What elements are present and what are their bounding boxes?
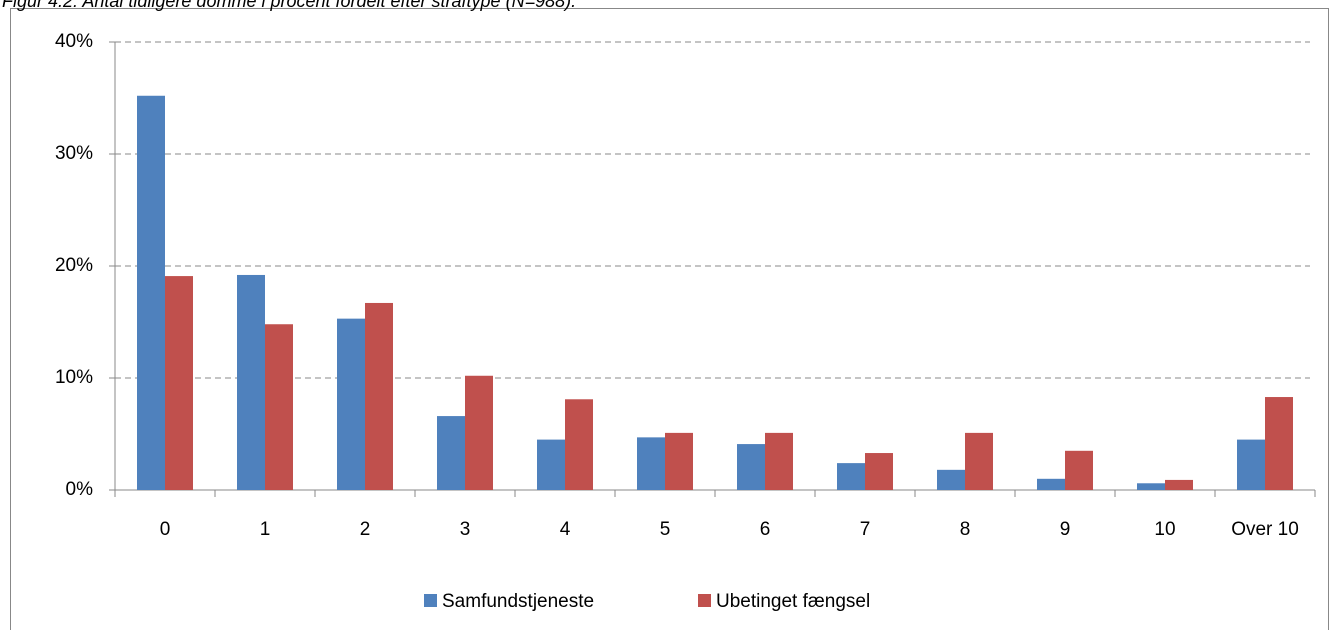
bar [165,276,193,490]
bar [465,375,493,490]
bar [665,432,693,490]
y-tick-label: 10% [55,367,93,388]
x-tick-label: 3 [460,519,471,540]
bar [237,274,265,490]
legend-label: Samfundstjeneste [442,591,594,612]
bar [265,324,293,490]
x-tick-label: 9 [1060,519,1071,540]
x-tick-label: 0 [160,519,171,540]
bar [637,437,665,490]
bar [965,432,993,490]
bar [337,318,365,490]
x-tick-label: 6 [760,519,771,540]
bar [765,432,793,490]
bar [937,469,965,490]
chart-title: Figur 4.2: Antal tidligere domme i proce… [2,0,576,11]
bar [1037,478,1065,490]
bar [565,399,593,490]
bar [537,439,565,490]
bar [137,95,165,490]
x-tick-label: 8 [960,519,971,540]
y-tick-label: 20% [55,255,93,276]
bar [1065,450,1093,490]
legend-swatch [424,594,437,607]
x-tick-label: Over 10 [1231,519,1299,540]
legend-label: Ubetinget fængsel [716,591,870,612]
bar [1237,439,1265,490]
x-tick-label: 4 [560,519,571,540]
x-tick-label: 1 [260,519,271,540]
bar [437,416,465,490]
x-tick-label: 5 [660,519,671,540]
y-tick-label: 30% [55,143,93,164]
bar [865,453,893,490]
bar [1265,397,1293,490]
x-tick-label: 2 [360,519,371,540]
chart-frame [10,8,1329,630]
x-tick-label: 10 [1154,519,1175,540]
bar [1137,483,1165,490]
bar [1165,479,1193,490]
bar [737,444,765,490]
legend-swatch [698,594,711,607]
y-tick-label: 0% [66,479,94,500]
y-tick-label: 40% [55,31,93,52]
bar [365,302,393,490]
x-tick-label: 7 [860,519,871,540]
bar [837,463,865,490]
